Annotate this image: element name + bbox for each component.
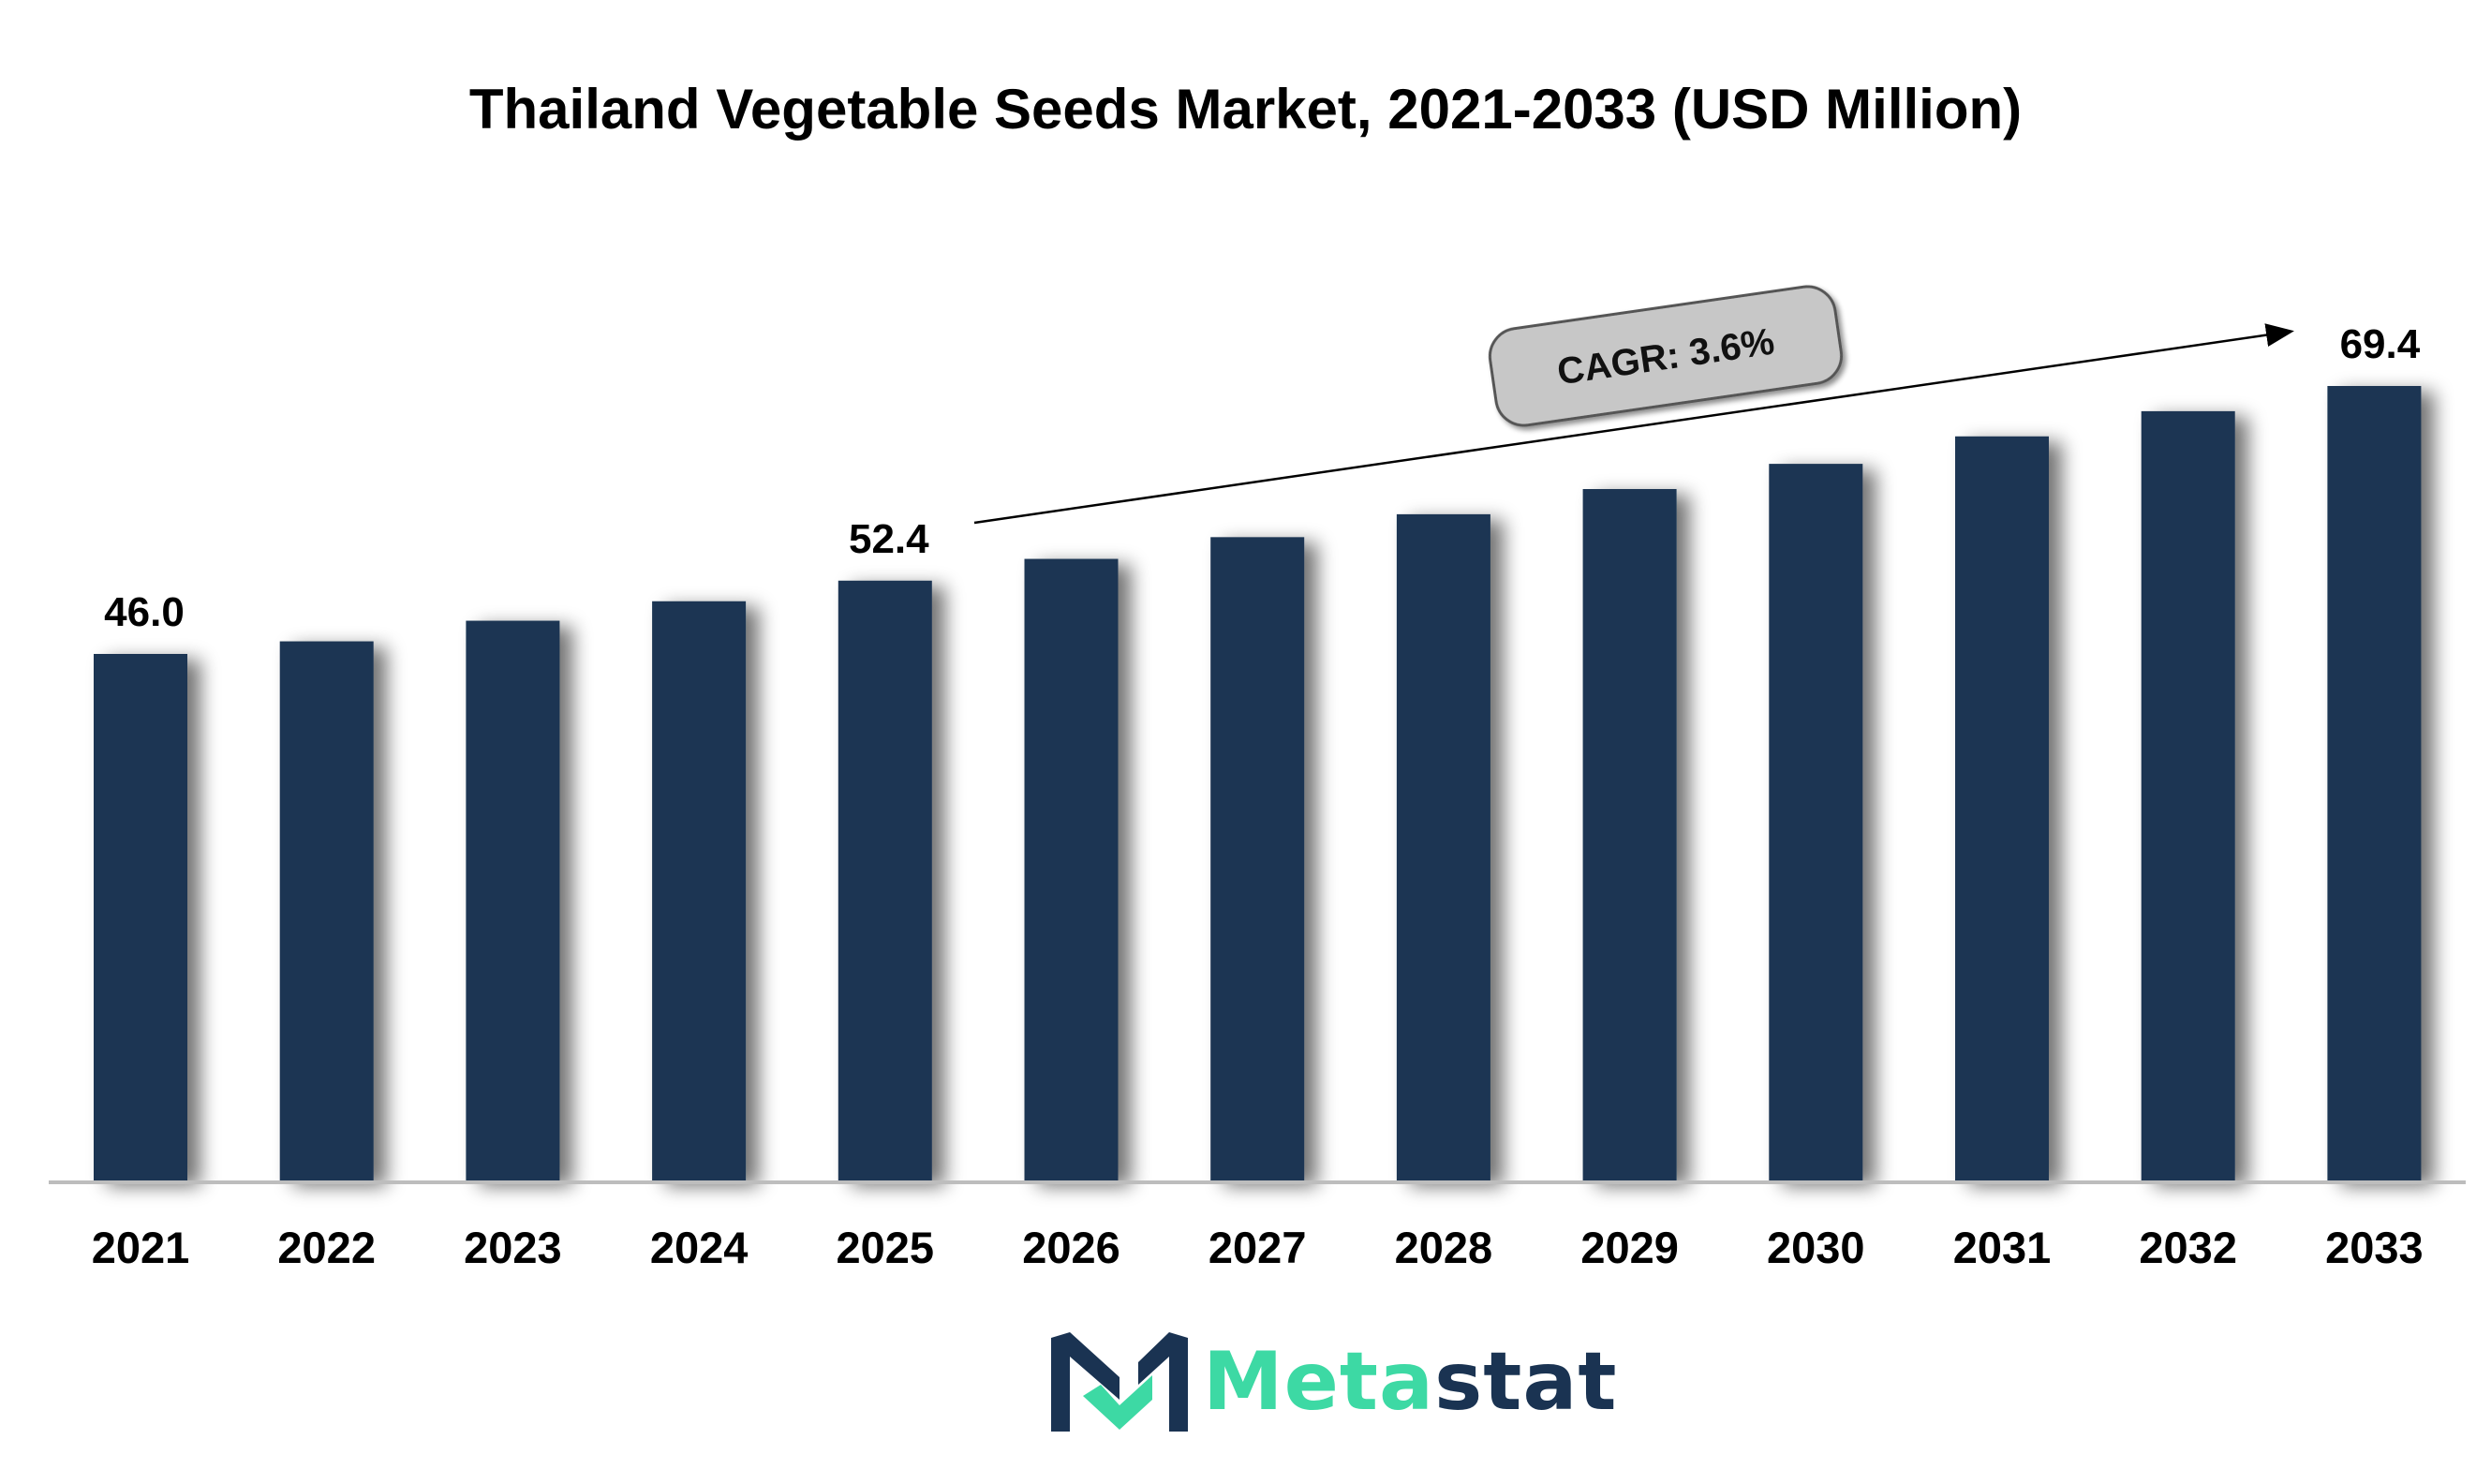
x-tick-label-2023: 2023 <box>464 1223 562 1272</box>
x-tick-label-2022: 2022 <box>277 1223 376 1272</box>
data-label-2021: 46.0 <box>104 589 185 635</box>
x-tick-label-2028: 2028 <box>1395 1223 1493 1272</box>
bar-2021 <box>94 654 187 1180</box>
logo-text-meta: Meta <box>1203 1335 1435 1429</box>
x-tick-label-2032: 2032 <box>2139 1223 2237 1272</box>
x-tick-label-2029: 2029 <box>1580 1223 1679 1272</box>
x-tick-label-2030: 2030 <box>1767 1223 1865 1272</box>
cagr-arrow <box>973 323 2294 525</box>
bar-2030 <box>1769 464 1863 1181</box>
bar-2032 <box>2141 410 2235 1180</box>
metastat-logo: Metastat <box>1049 1326 1618 1438</box>
bar-2024 <box>652 601 747 1180</box>
bar-2031 <box>1955 436 2049 1180</box>
bar-2033 <box>2327 386 2422 1180</box>
logo-text-stat: stat <box>1434 1335 1618 1429</box>
x-tick-label-2033: 2033 <box>2325 1223 2424 1272</box>
bar-2026 <box>1024 558 1119 1180</box>
cagr-badge-box <box>1488 285 1844 427</box>
x-tick-label-2031: 2031 <box>1953 1223 2052 1272</box>
bar-2029 <box>1582 489 1677 1180</box>
x-tick-label-2027: 2027 <box>1208 1223 1307 1272</box>
bar-2025 <box>838 580 932 1180</box>
x-tick-label-2026: 2026 <box>1022 1223 1120 1272</box>
bar-2023 <box>466 620 560 1180</box>
cagr-badge: CAGR: 3.6% <box>1488 285 1844 427</box>
bar-2028 <box>1396 513 1490 1180</box>
metastat-logo-text: Metastat <box>1203 1335 1618 1429</box>
metastat-logo-icon <box>1051 1332 1188 1432</box>
chart-title: Thailand Vegetable Seeds Market, 2021-20… <box>468 78 2023 141</box>
x-tick-label-2025: 2025 <box>837 1223 935 1272</box>
bar-2022 <box>279 641 374 1180</box>
bar-2027 <box>1210 537 1305 1180</box>
x-tick-label-2024: 2024 <box>650 1223 749 1272</box>
x-tick-label-2021: 2021 <box>92 1223 190 1272</box>
data-label-2025: 52.4 <box>849 516 929 562</box>
data-label-2033: 69.4 <box>2340 321 2421 367</box>
